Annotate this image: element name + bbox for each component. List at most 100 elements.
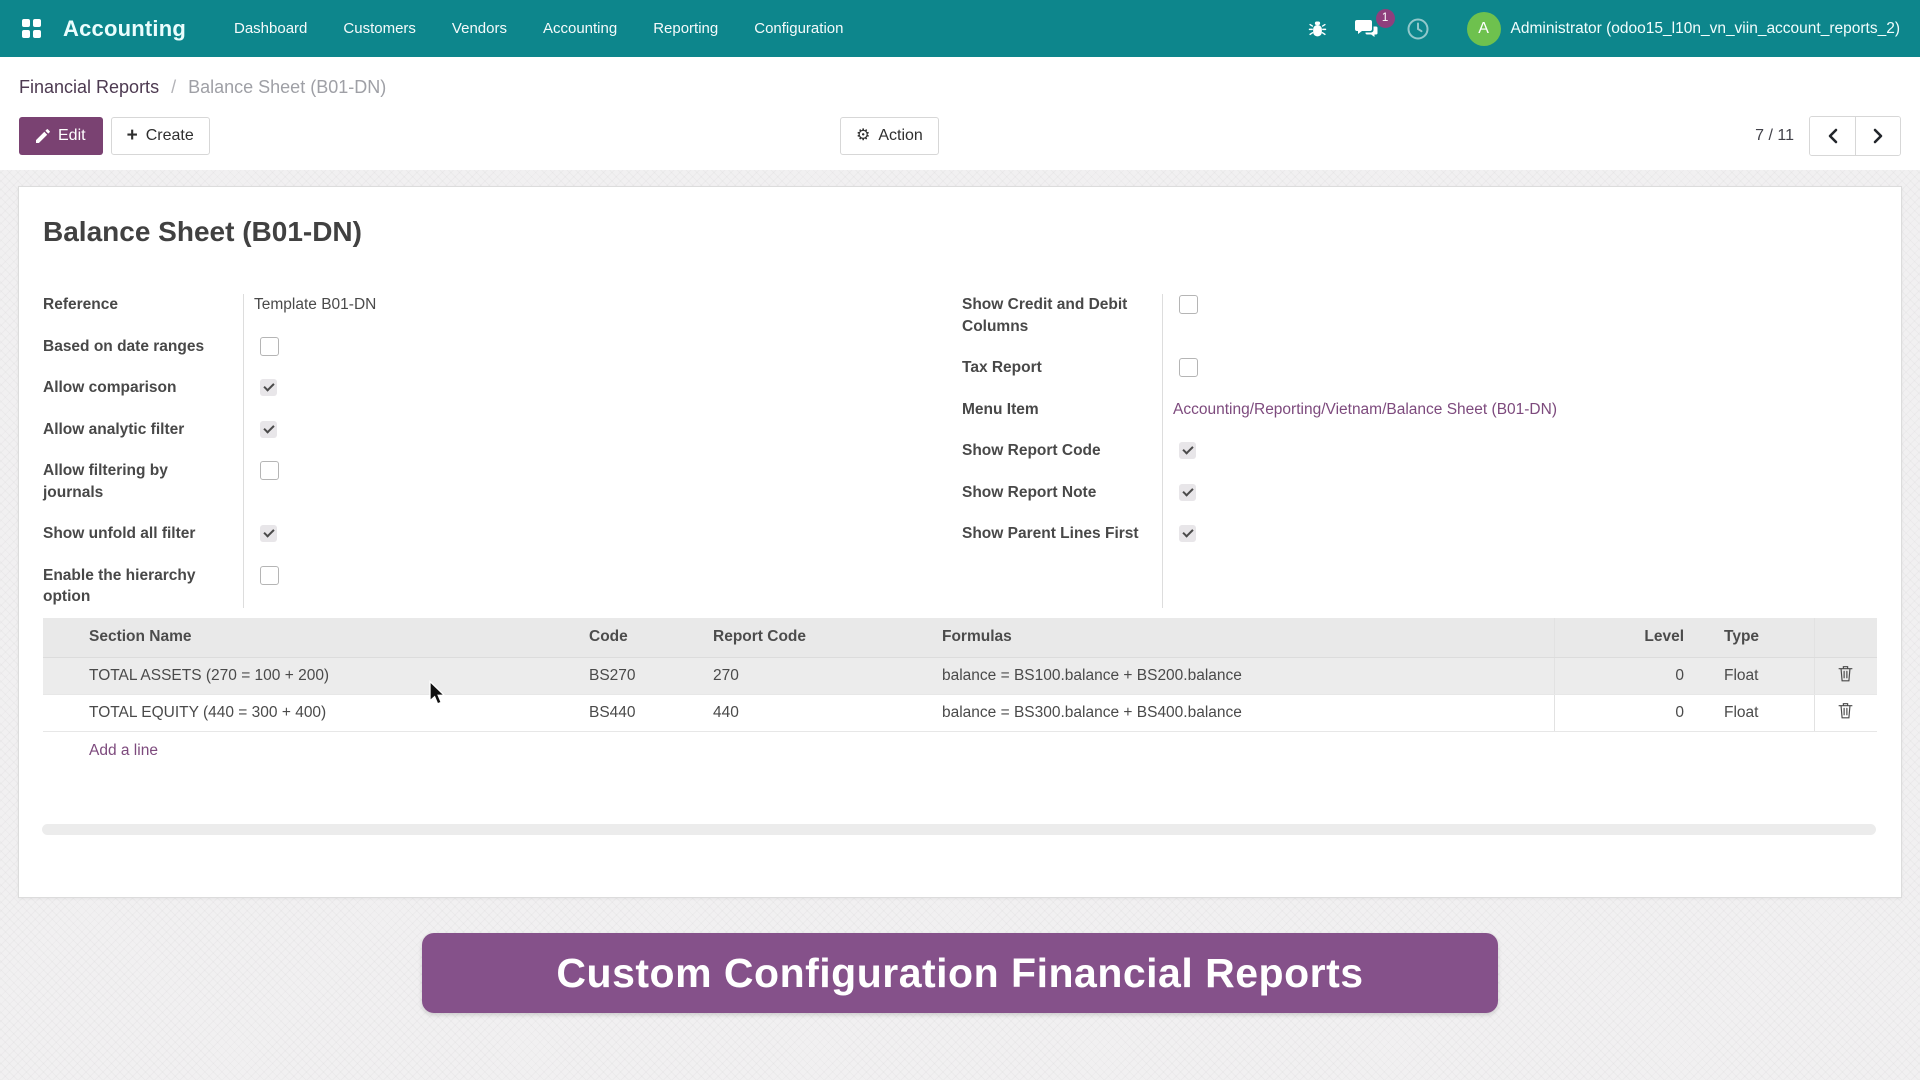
nav-menu-item-vendors[interactable]: Vendors [451,20,507,37]
field-link-menu-item[interactable]: Accounting/Reporting/Vietnam/Balance She… [1173,400,1557,418]
checkbox-based-on-date-ranges[interactable] [260,336,279,356]
table-handle-column [43,617,73,658]
column-header-section-name[interactable]: Section Name [73,617,573,658]
action-button-label: Action [878,127,923,144]
top-navbar: Accounting Dashboard Customers Vendors Acco… [0,0,1920,57]
field-label-show-credit-and-debit-columns: Show Credit and Debit Columns [962,296,1128,335]
field-value-enable-the-hierarchy-option [243,565,921,608]
gear-icon: ⚙ [856,127,871,144]
checkbox-allow-filtering-by-journals[interactable] [260,461,279,480]
control-panel: Financial Reports / Balance Sheet (B01-D… [0,57,1920,170]
nav-menu-item-customers[interactable]: Customers [343,20,416,37]
breadcrumb: Financial Reports / Balance Sheet (B01-D… [19,75,1901,100]
cell-formulas[interactable]: balance = BS100.balance + BS200.balance [926,657,1555,695]
pencil-icon [36,129,50,143]
field-label-tax-report: Tax Report [962,359,1042,376]
column-header-type[interactable]: Type [1694,617,1815,658]
promo-banner: Custom Configuration Financial Reports [422,933,1498,1013]
column-header-report-code[interactable]: Report Code [697,617,926,658]
breadcrumb-financial-reports[interactable]: Financial Reports [19,77,160,97]
field-value-allow-comparison [243,377,921,399]
delete-row-button[interactable] [1814,657,1877,695]
trash-icon [1838,666,1853,682]
field-value-menu-item: Accounting/Reporting/Vietnam/Balance She… [1162,399,1877,421]
previous-page-button[interactable] [1810,117,1855,155]
form-group-right: Show Credit and Debit Columns Tax Report M… [962,294,1877,608]
checkbox-show-credit-and-debit-columns[interactable] [1179,295,1198,314]
column-header-code[interactable]: Code [573,617,697,658]
row-handle[interactable] [43,694,73,732]
form-fields: Reference Template B01-DN Based on date ra… [43,294,1877,608]
bug-icon[interactable] [1307,18,1328,39]
nav-menu-item-dashboard[interactable]: Dashboard [234,20,308,37]
field-label-allow-filtering-by-journals: Allow filtering by journals [43,462,168,501]
navbar-right: 1 A Administrator (odoo15_l10n_vn_viin_a… [1294,8,1906,46]
table-row[interactable]: TOTAL ASSETS (270 = 100 + 200) BS270 270 ba… [43,657,1877,695]
checkbox-enable-the-hierarchy-option[interactable] [260,565,279,585]
nav-menu-item-reporting[interactable]: Reporting [653,20,719,37]
pager-buttons [1809,116,1901,156]
field-value-allow-analytic-filter [243,419,921,441]
field-label-show-report-code: Show Report Code [962,442,1101,459]
edit-button[interactable]: Edit [19,117,103,155]
record-title: Balance Sheet (B01-DN) [43,216,362,247]
activity-clock-icon[interactable] [1406,17,1430,41]
nav-menu-item-configuration[interactable]: Configuration [754,20,844,37]
checkbox-show-report-note[interactable] [1179,483,1196,501]
plus-icon: + [126,124,138,146]
row-handle[interactable] [43,657,73,695]
checkbox-show-unfold-all-filter[interactable] [260,525,277,542]
pager: 7 / 11 [1755,116,1901,156]
messages-icon[interactable]: 1 [1354,8,1395,40]
horizontal-scrollbar[interactable] [42,824,1876,835]
field-label-show-unfold-all-filter: Show unfold all filter [43,525,196,542]
checkbox-show-report-code[interactable] [1179,442,1196,459]
group-separator [1162,294,1163,608]
cell-level[interactable]: 0 [1554,657,1694,695]
apps-grid-icon[interactable] [22,19,41,38]
checkbox-show-parent-lines-first[interactable] [1179,525,1196,542]
field-value-reference: Template B01-DN [254,296,377,313]
chevron-left-icon [1828,128,1838,144]
cell-type[interactable]: Float [1694,657,1815,695]
main-menu: Dashboard Customers Vendors Accounting Repor… [216,0,861,57]
add-a-line-link[interactable]: Add a line [89,742,158,759]
column-header-formulas[interactable]: Formulas [926,617,1555,658]
field-label-allow-analytic-filter: Allow analytic filter [43,420,185,438]
user-avatar[interactable]: A [1466,11,1501,46]
table-row[interactable]: TOTAL EQUITY (440 = 300 + 400) BS440 440 ba… [43,694,1877,732]
app-brand[interactable]: Accounting [63,15,186,41]
content-area: Balance Sheet (B01-DN) Reference Template… [0,170,1920,1080]
nav-menu-item-accounting[interactable]: Accounting [542,20,618,37]
cell-section-name[interactable]: TOTAL EQUITY (440 = 300 + 400) [73,694,573,732]
action-button[interactable]: ⚙ Action [840,117,939,155]
cell-section-name[interactable]: TOTAL ASSETS (270 = 100 + 200) [73,657,573,695]
user-menu[interactable]: Administrator (odoo15_l10n_vn_viin_accou… [1510,19,1900,37]
checkbox-allow-comparison[interactable] [260,379,277,396]
cell-code[interactable]: BS270 [573,657,697,695]
checkbox-allow-analytic-filter[interactable] [260,420,277,438]
cell-report-code[interactable]: 270 [697,657,926,695]
field-value-based-on-date-ranges [243,336,921,358]
next-page-button[interactable] [1855,117,1900,155]
cell-type[interactable]: Float [1694,694,1815,732]
cell-level[interactable]: 0 [1554,694,1694,732]
checkbox-tax-report[interactable] [1179,358,1198,377]
cell-code[interactable]: BS440 [573,694,697,732]
trash-icon [1838,703,1853,719]
field-value-show-unfold-all-filter [243,523,921,545]
group-separator [243,294,244,608]
table-header-row: Section Name Code Report Code Formulas Level… [43,617,1877,658]
buttons-row: Edit + Create ⚙ Action 7 / 11 [19,116,1901,156]
cell-report-code[interactable]: 440 [697,694,926,732]
field-value-allow-filtering-by-journals [243,460,921,503]
edit-button-label: Edit [58,127,86,144]
form-sheet: Balance Sheet (B01-DN) Reference Template… [18,186,1902,898]
field-label-show-report-note: Show Report Note [962,483,1097,501]
field-label-menu-item: Menu Item [962,400,1039,418]
cell-formulas[interactable]: balance = BS300.balance + BS400.balance [926,694,1555,732]
column-header-level[interactable]: Level [1554,617,1694,658]
create-button[interactable]: + Create [110,117,210,155]
delete-row-button[interactable] [1814,694,1877,732]
report-lines-table: Section Name Code Report Code Formulas Level… [43,617,1877,732]
